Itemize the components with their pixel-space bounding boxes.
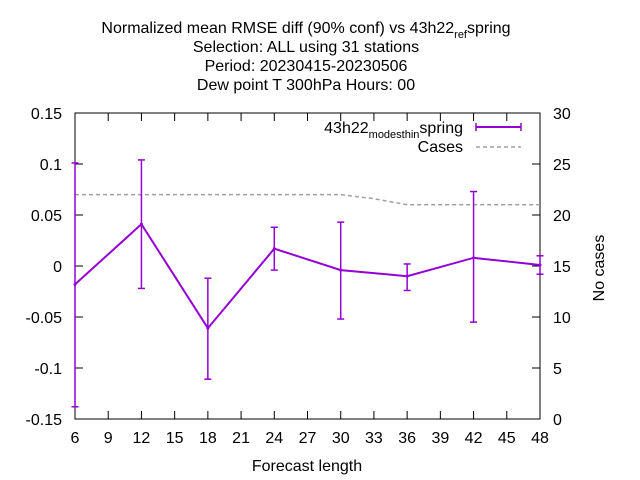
data-point (272, 247, 276, 251)
chart-title: Normalized mean RMSE diff (90% conf) vs … (101, 20, 510, 94)
y2-tick-label: 10 (553, 310, 571, 327)
x-tick-label: 39 (431, 430, 449, 447)
data-point (73, 282, 77, 286)
y-tick-label: -0.15 (26, 412, 63, 429)
legend-label-main: 43h22modesthinspring (324, 120, 463, 141)
x-tick-label: 12 (133, 430, 151, 447)
y2-tick-label: 5 (553, 361, 562, 378)
x-tick-label: 33 (365, 430, 383, 447)
data-point (405, 274, 409, 278)
y2-tick-label: 25 (553, 157, 571, 174)
series-line (74, 222, 541, 330)
y2-tick-label: 20 (553, 208, 571, 225)
x-axis-label: Forecast length (252, 458, 362, 475)
data-point (139, 222, 143, 226)
data-point (206, 326, 210, 330)
y-axis: 0.15 0.1 0.05 0 -0.05 -0.1 -0.15 (26, 106, 83, 429)
title-line: Dew point T 300hPa Hours: 00 (197, 77, 415, 94)
x-tick-label: 27 (299, 430, 317, 447)
legend-label-cases: Cases (418, 139, 463, 156)
x-tick-label: 6 (71, 430, 80, 447)
x-tick-label: 42 (465, 430, 483, 447)
y-tick-label: 0.05 (31, 208, 62, 225)
y-tick-label: -0.05 (26, 310, 63, 327)
series-layer (71, 159, 544, 408)
y-tick-label: 0 (53, 259, 62, 276)
y2-tick-label: 15 (553, 259, 571, 276)
x-tick-label: 48 (531, 430, 549, 447)
data-point (538, 263, 542, 267)
x-tick-label: 9 (104, 430, 113, 447)
x-tick-label: 24 (265, 430, 283, 447)
x-tick-label: 36 (398, 430, 416, 447)
x-tick-label: 45 (498, 430, 516, 447)
y-tick-label: -0.1 (34, 361, 62, 378)
cases-line (75, 193, 540, 206)
y2-tick-label: 30 (553, 106, 571, 123)
title-line: Period: 20230415-20230506 (205, 58, 408, 75)
plot-frame (74, 112, 541, 420)
y-tick-label: 0.1 (40, 157, 62, 174)
x-tick-label: 15 (166, 430, 184, 447)
data-point (472, 256, 476, 260)
data-point (339, 268, 343, 272)
title-line: Normalized mean RMSE diff (90% conf) vs … (101, 20, 510, 41)
x-tick-label: 21 (232, 430, 250, 447)
y-tick-label: 0.15 (31, 106, 62, 123)
x-tick-label: 30 (332, 430, 350, 447)
y2-tick-label: 0 (553, 412, 562, 429)
title-line: Selection: ALL using 31 stations (193, 39, 419, 56)
y2-axis: 30 25 20 15 10 5 0 (532, 106, 571, 429)
x-tick-label: 18 (199, 430, 217, 447)
y2-axis-label: No cases (591, 235, 608, 302)
x-axis: 6 9 12 15 18 21 24 27 30 33 36 39 42 45 48 (71, 113, 549, 447)
